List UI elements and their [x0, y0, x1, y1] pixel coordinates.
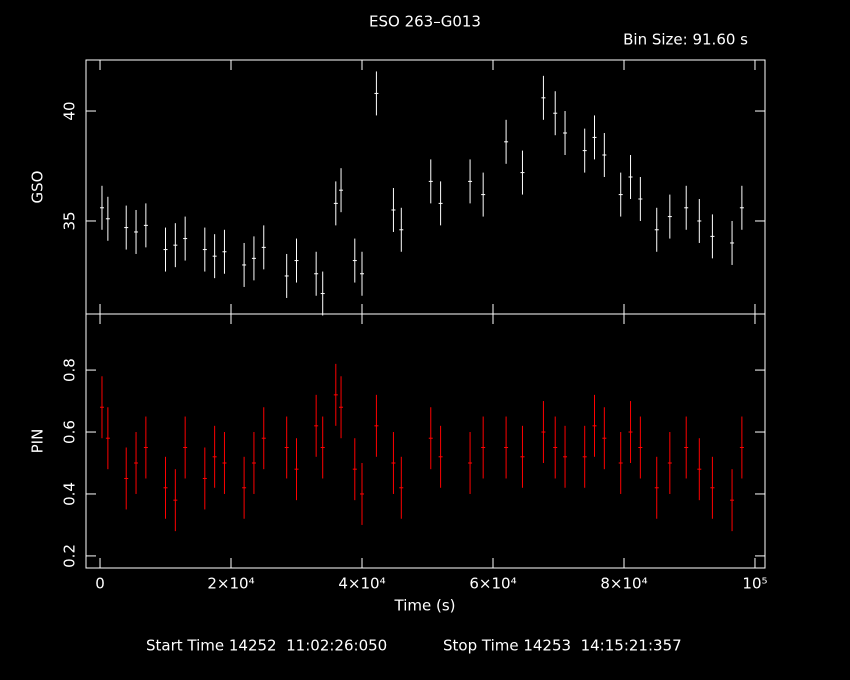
chart-title: ESO 263–G013	[369, 13, 481, 31]
x-tick-label: 8×10⁴	[600, 575, 647, 593]
y-axis-label: GSO	[29, 171, 47, 204]
x-tick-label: 4×10⁴	[338, 575, 385, 593]
y-axis-label: PIN	[29, 429, 47, 454]
y-tick-label: 0.2	[61, 544, 79, 568]
x-tick-label: 10⁵	[742, 575, 767, 593]
y-tick-label: 0.4	[61, 482, 79, 506]
x-tick-label: 0	[95, 575, 105, 593]
y-tick-label: 0.8	[61, 358, 79, 382]
x-axis-label: Time (s)	[394, 597, 456, 615]
bin-size: Bin Size: 91.60 s	[623, 31, 748, 49]
x-tick-label: 2×10⁴	[207, 575, 254, 593]
start-time: Start Time 14252 11:02:26:050	[146, 637, 387, 655]
stop-time: Stop Time 14253 14:15:21:357	[443, 637, 682, 655]
y-tick-label: 0.6	[61, 420, 79, 444]
gso-frame	[85, 59, 766, 315]
pin-frame	[85, 313, 766, 569]
y-tick-label: 35	[61, 211, 79, 230]
y-tick-label: 40	[61, 101, 79, 120]
x-tick-label: 6×10⁴	[469, 575, 516, 593]
